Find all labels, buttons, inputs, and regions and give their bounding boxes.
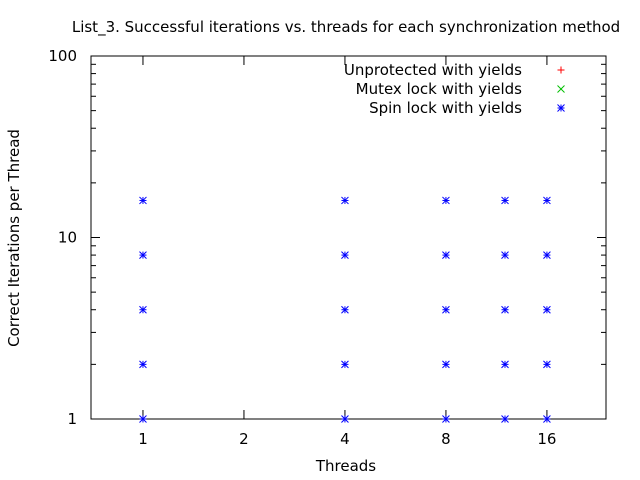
legend-label: Unprotected with yields xyxy=(344,61,522,79)
data-point xyxy=(543,305,551,314)
x-tick-label: 8 xyxy=(441,430,451,448)
y-axis-label: Correct Iterations per Thread xyxy=(5,129,23,347)
legend-marker xyxy=(557,104,565,112)
x-axis-label: Threads xyxy=(315,457,376,475)
data-point xyxy=(501,415,509,423)
x-tick-label: 4 xyxy=(340,430,350,448)
data-point xyxy=(139,196,147,205)
axis-ticks xyxy=(91,55,606,420)
y-tick-label: 10 xyxy=(58,229,77,247)
data-point xyxy=(543,196,551,205)
data-point xyxy=(501,251,509,259)
data-point xyxy=(341,196,349,205)
legend-label: Mutex lock with yields xyxy=(356,80,523,98)
data-point xyxy=(139,251,147,259)
legend-marker xyxy=(557,66,565,74)
data-point xyxy=(139,360,147,369)
chart-title: List_3. Successful iterations vs. thread… xyxy=(72,18,620,37)
data-point xyxy=(341,305,349,314)
legend-marker xyxy=(557,85,565,93)
data-point xyxy=(501,360,509,369)
x-tick-label: 2 xyxy=(239,430,249,448)
y-tick-labels: 1 10 100 xyxy=(48,47,77,428)
data-point xyxy=(543,415,551,423)
data-point xyxy=(341,360,349,369)
data-point xyxy=(442,305,450,314)
x-tick-label: 1 xyxy=(138,430,148,448)
data-point xyxy=(341,251,349,259)
data-point xyxy=(442,196,450,205)
data-points xyxy=(139,196,551,423)
x-tick-label: 16 xyxy=(537,430,556,448)
x-tick-labels: 1 2 4 8 16 xyxy=(138,430,556,448)
legend-label: Spin lock with yields xyxy=(369,99,522,117)
data-point xyxy=(501,196,509,205)
data-point xyxy=(543,251,551,259)
data-point xyxy=(442,415,450,423)
data-point xyxy=(501,305,509,314)
y-tick-label: 100 xyxy=(48,47,77,65)
data-point xyxy=(442,251,450,259)
y-tick-label: 1 xyxy=(67,410,77,428)
data-point xyxy=(341,415,349,423)
data-point xyxy=(442,360,450,369)
plot-area-frame xyxy=(90,55,607,420)
data-point xyxy=(543,360,551,369)
data-point xyxy=(139,305,147,314)
data-point xyxy=(139,415,147,423)
